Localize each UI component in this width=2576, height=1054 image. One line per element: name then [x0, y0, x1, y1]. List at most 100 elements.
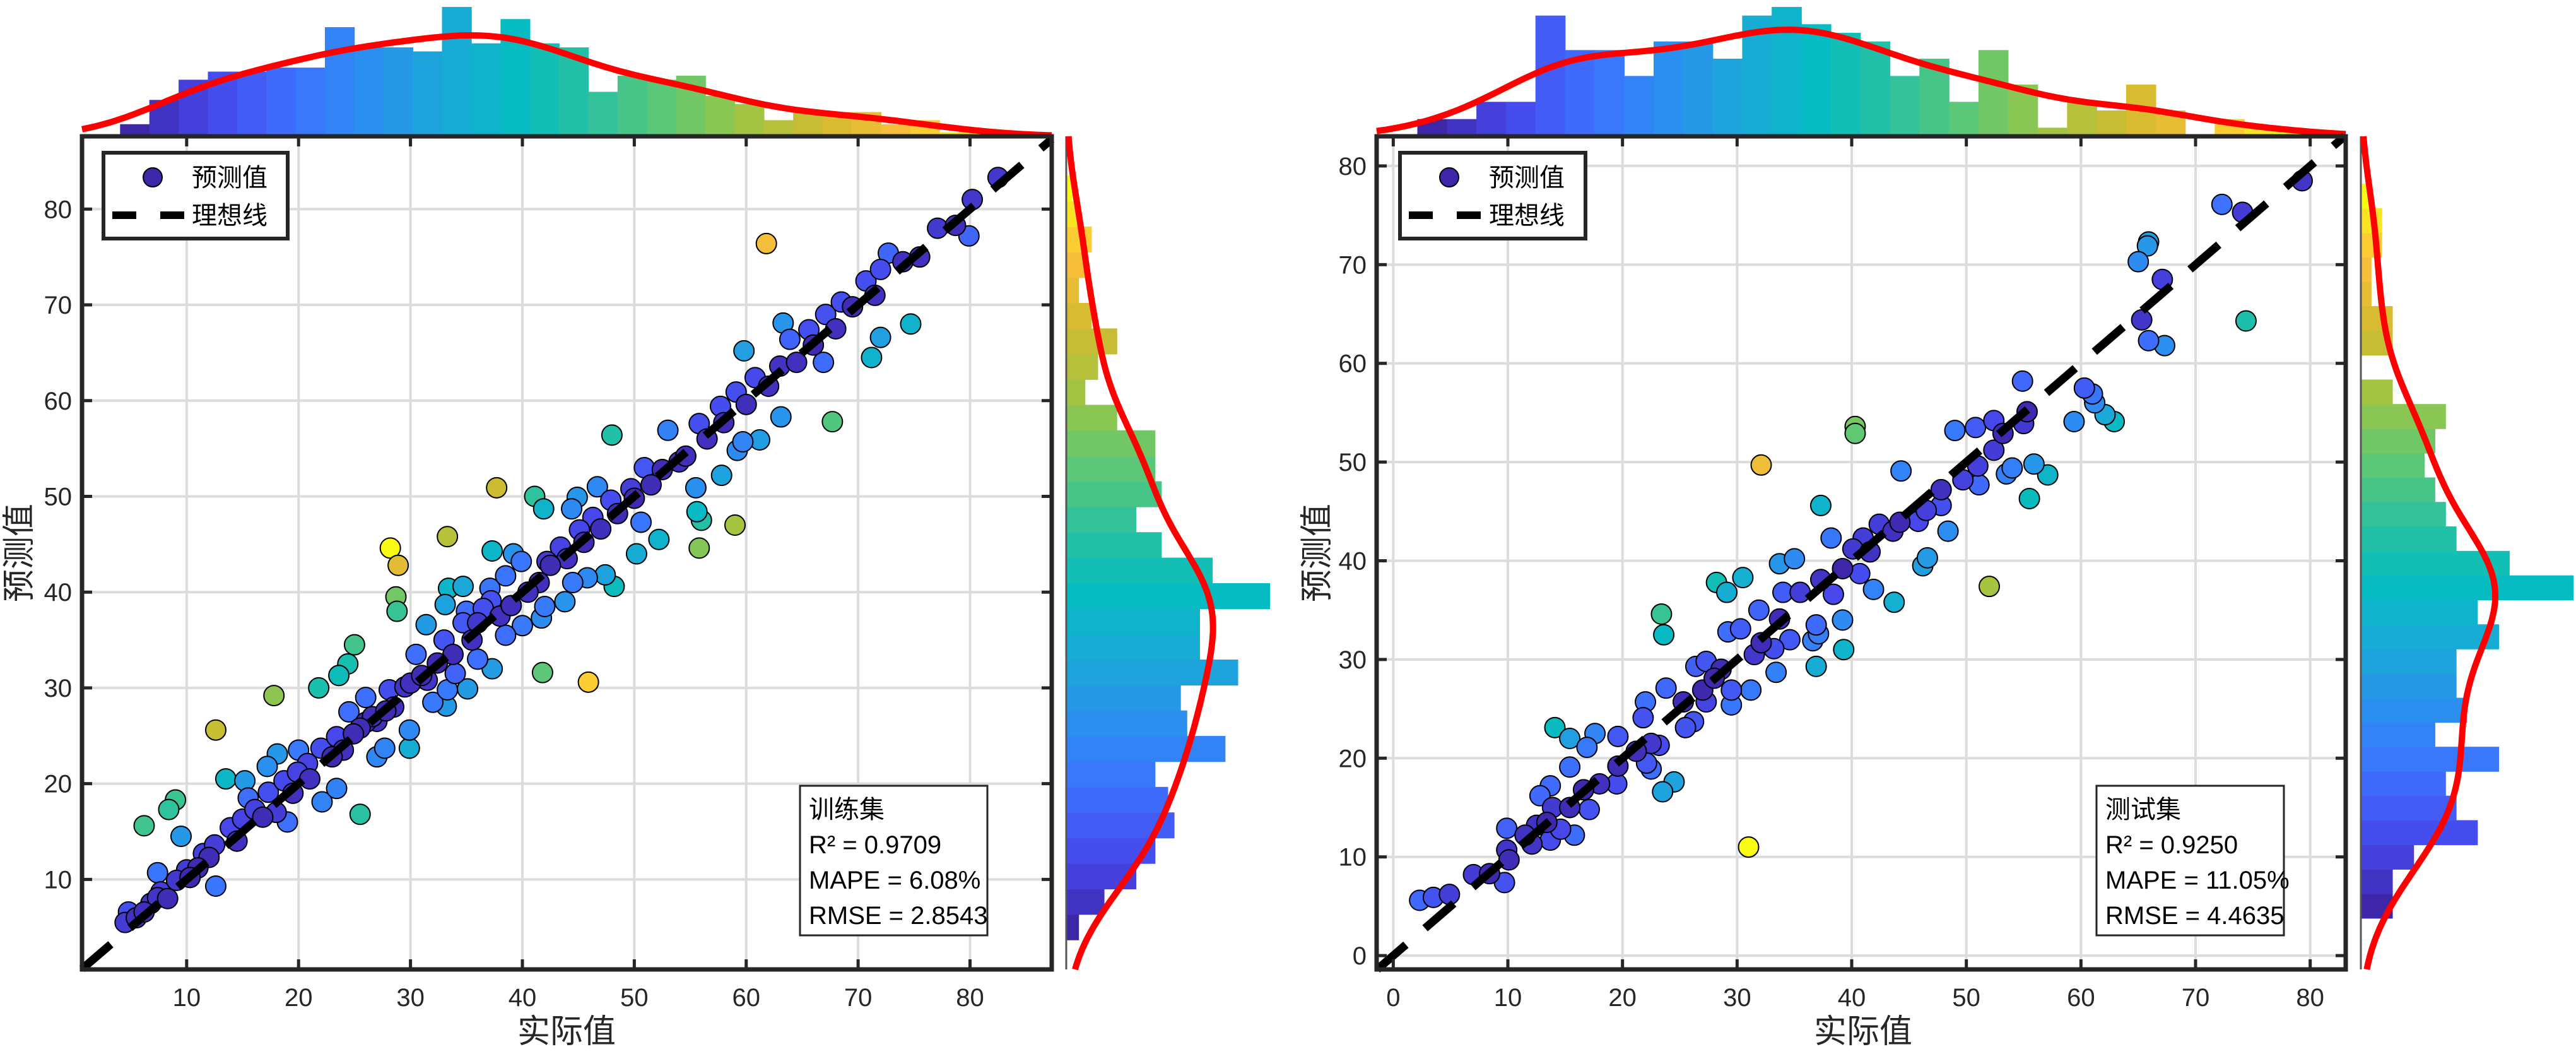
- data-point: [2136, 235, 2158, 257]
- data-point: [2235, 310, 2257, 332]
- train-scatter-points: [114, 167, 1009, 933]
- histogram-bar: [793, 112, 823, 136]
- data-point: [688, 537, 710, 559]
- histogram-bar: [1830, 33, 1861, 136]
- data-point: [2138, 329, 2160, 352]
- data-point: [770, 406, 792, 428]
- stats-title: 测试集: [2105, 795, 2181, 824]
- histogram-bar: [2361, 795, 2457, 821]
- histogram-bar: [2361, 600, 2478, 625]
- test-axes-frame: [1374, 134, 2348, 972]
- train-predicted-histogram: [1065, 136, 1270, 971]
- histogram-bar: [325, 27, 355, 136]
- histogram-bar: [1066, 761, 1156, 788]
- data-point: [1890, 460, 1912, 482]
- data-point: [444, 663, 466, 685]
- data-point: [869, 326, 891, 348]
- data-point: [2131, 309, 2153, 331]
- kde-curve: [2360, 136, 2498, 970]
- data-point: [204, 875, 226, 897]
- legend-label-ideal: 理想线: [192, 201, 268, 230]
- data-point: [263, 685, 285, 707]
- data-point: [755, 232, 777, 254]
- y-tick-label: 50: [1339, 449, 1367, 477]
- histogram-bar: [1066, 557, 1213, 584]
- histogram-bar: [1066, 685, 1181, 711]
- data-point: [1438, 884, 1461, 906]
- data-point: [1937, 520, 1959, 542]
- data-point: [821, 411, 844, 433]
- y-tick-label: 70: [44, 292, 73, 319]
- data-point: [355, 687, 377, 709]
- train-y-axis-label: 预测值: [2, 504, 38, 602]
- train-panel: 10 20 30 40 50 60 70 80 10 20 30 40 50 60 70 80 实际值 预测值…: [2, 7, 1270, 1050]
- stats-box: [2095, 785, 2285, 937]
- data-point: [1496, 817, 1518, 839]
- histogram-bar: [1505, 102, 1536, 136]
- data-point: [1720, 679, 1743, 701]
- legend-marker-icon: [1439, 167, 1459, 187]
- x-tick-label: 50: [1952, 984, 1980, 1012]
- data-point: [1650, 603, 1673, 625]
- x-tick-label: 60: [2067, 984, 2095, 1012]
- data-point: [577, 671, 599, 693]
- histogram-bar: [2361, 820, 2478, 846]
- test-y-axis-label: 预测值: [1300, 504, 1336, 602]
- ideal-line: [1374, 133, 2348, 973]
- histogram-bar: [442, 7, 472, 136]
- histogram-bar: [2361, 526, 2457, 552]
- histogram-bar: [1860, 41, 1891, 137]
- histogram-bar: [1801, 24, 1832, 137]
- histogram-bar: [2361, 281, 2372, 307]
- data-point: [1544, 716, 1566, 738]
- data-point: [785, 352, 808, 374]
- data-point: [343, 634, 365, 656]
- test-panel: 0 10 20 30 40 50 60 70 80 0 10 20 30 40 50 60 70 80 实际值 预…: [1300, 7, 2573, 1050]
- data-point: [2127, 251, 2150, 273]
- data-point: [338, 701, 360, 723]
- data-point: [386, 600, 408, 622]
- y-tick-label: 40: [1339, 548, 1367, 576]
- stats-r2: R² = 0.9709: [809, 831, 941, 859]
- y-tick-label: 0: [1353, 942, 1367, 970]
- data-point: [398, 737, 420, 759]
- data-point: [1559, 756, 1581, 778]
- data-point: [146, 862, 168, 884]
- histogram-bar: [237, 71, 268, 136]
- x-tick-label: 60: [732, 984, 761, 1012]
- histogram-bar: [1066, 583, 1270, 610]
- data-point: [1844, 422, 1866, 444]
- histogram-bar: [647, 80, 677, 136]
- histogram-bar: [354, 47, 384, 136]
- data-point: [2211, 193, 2233, 215]
- data-point: [630, 511, 652, 533]
- histogram-bar: [1066, 175, 1073, 202]
- x-tick-label: 20: [1608, 984, 1637, 1012]
- histogram-bar: [763, 120, 794, 136]
- x-tick-label: 40: [1838, 984, 1866, 1012]
- data-point: [1715, 581, 1738, 603]
- kde-curve: [1065, 136, 1216, 971]
- histogram-bar: [1066, 786, 1168, 813]
- histogram-bar: [1653, 41, 1684, 137]
- stats-rmse: RMSE = 4.4635: [2105, 902, 2285, 930]
- train-x-axis-label: 实际值: [517, 1014, 616, 1050]
- y-tick-label: 80: [1339, 153, 1367, 181]
- stats-title: 训练集: [809, 795, 885, 824]
- data-point: [170, 826, 192, 848]
- data-point: [1784, 548, 1806, 570]
- histogram-bar: [2361, 747, 2500, 772]
- legend-label-ideal: 理想线: [1489, 201, 1565, 230]
- histogram-bar: [1066, 889, 1105, 915]
- data-point: [256, 755, 278, 778]
- x-tick-label: 70: [2182, 984, 2210, 1012]
- x-tick-label: 80: [2296, 984, 2324, 1012]
- histogram-bar: [705, 95, 736, 136]
- x-tick-label: 30: [396, 984, 425, 1012]
- data-point: [1883, 591, 1905, 613]
- histogram-bar: [2361, 649, 2457, 674]
- data-point: [1930, 478, 1952, 500]
- y-tick-label: 20: [1339, 745, 1367, 773]
- data-point: [308, 677, 330, 699]
- data-point: [495, 565, 517, 587]
